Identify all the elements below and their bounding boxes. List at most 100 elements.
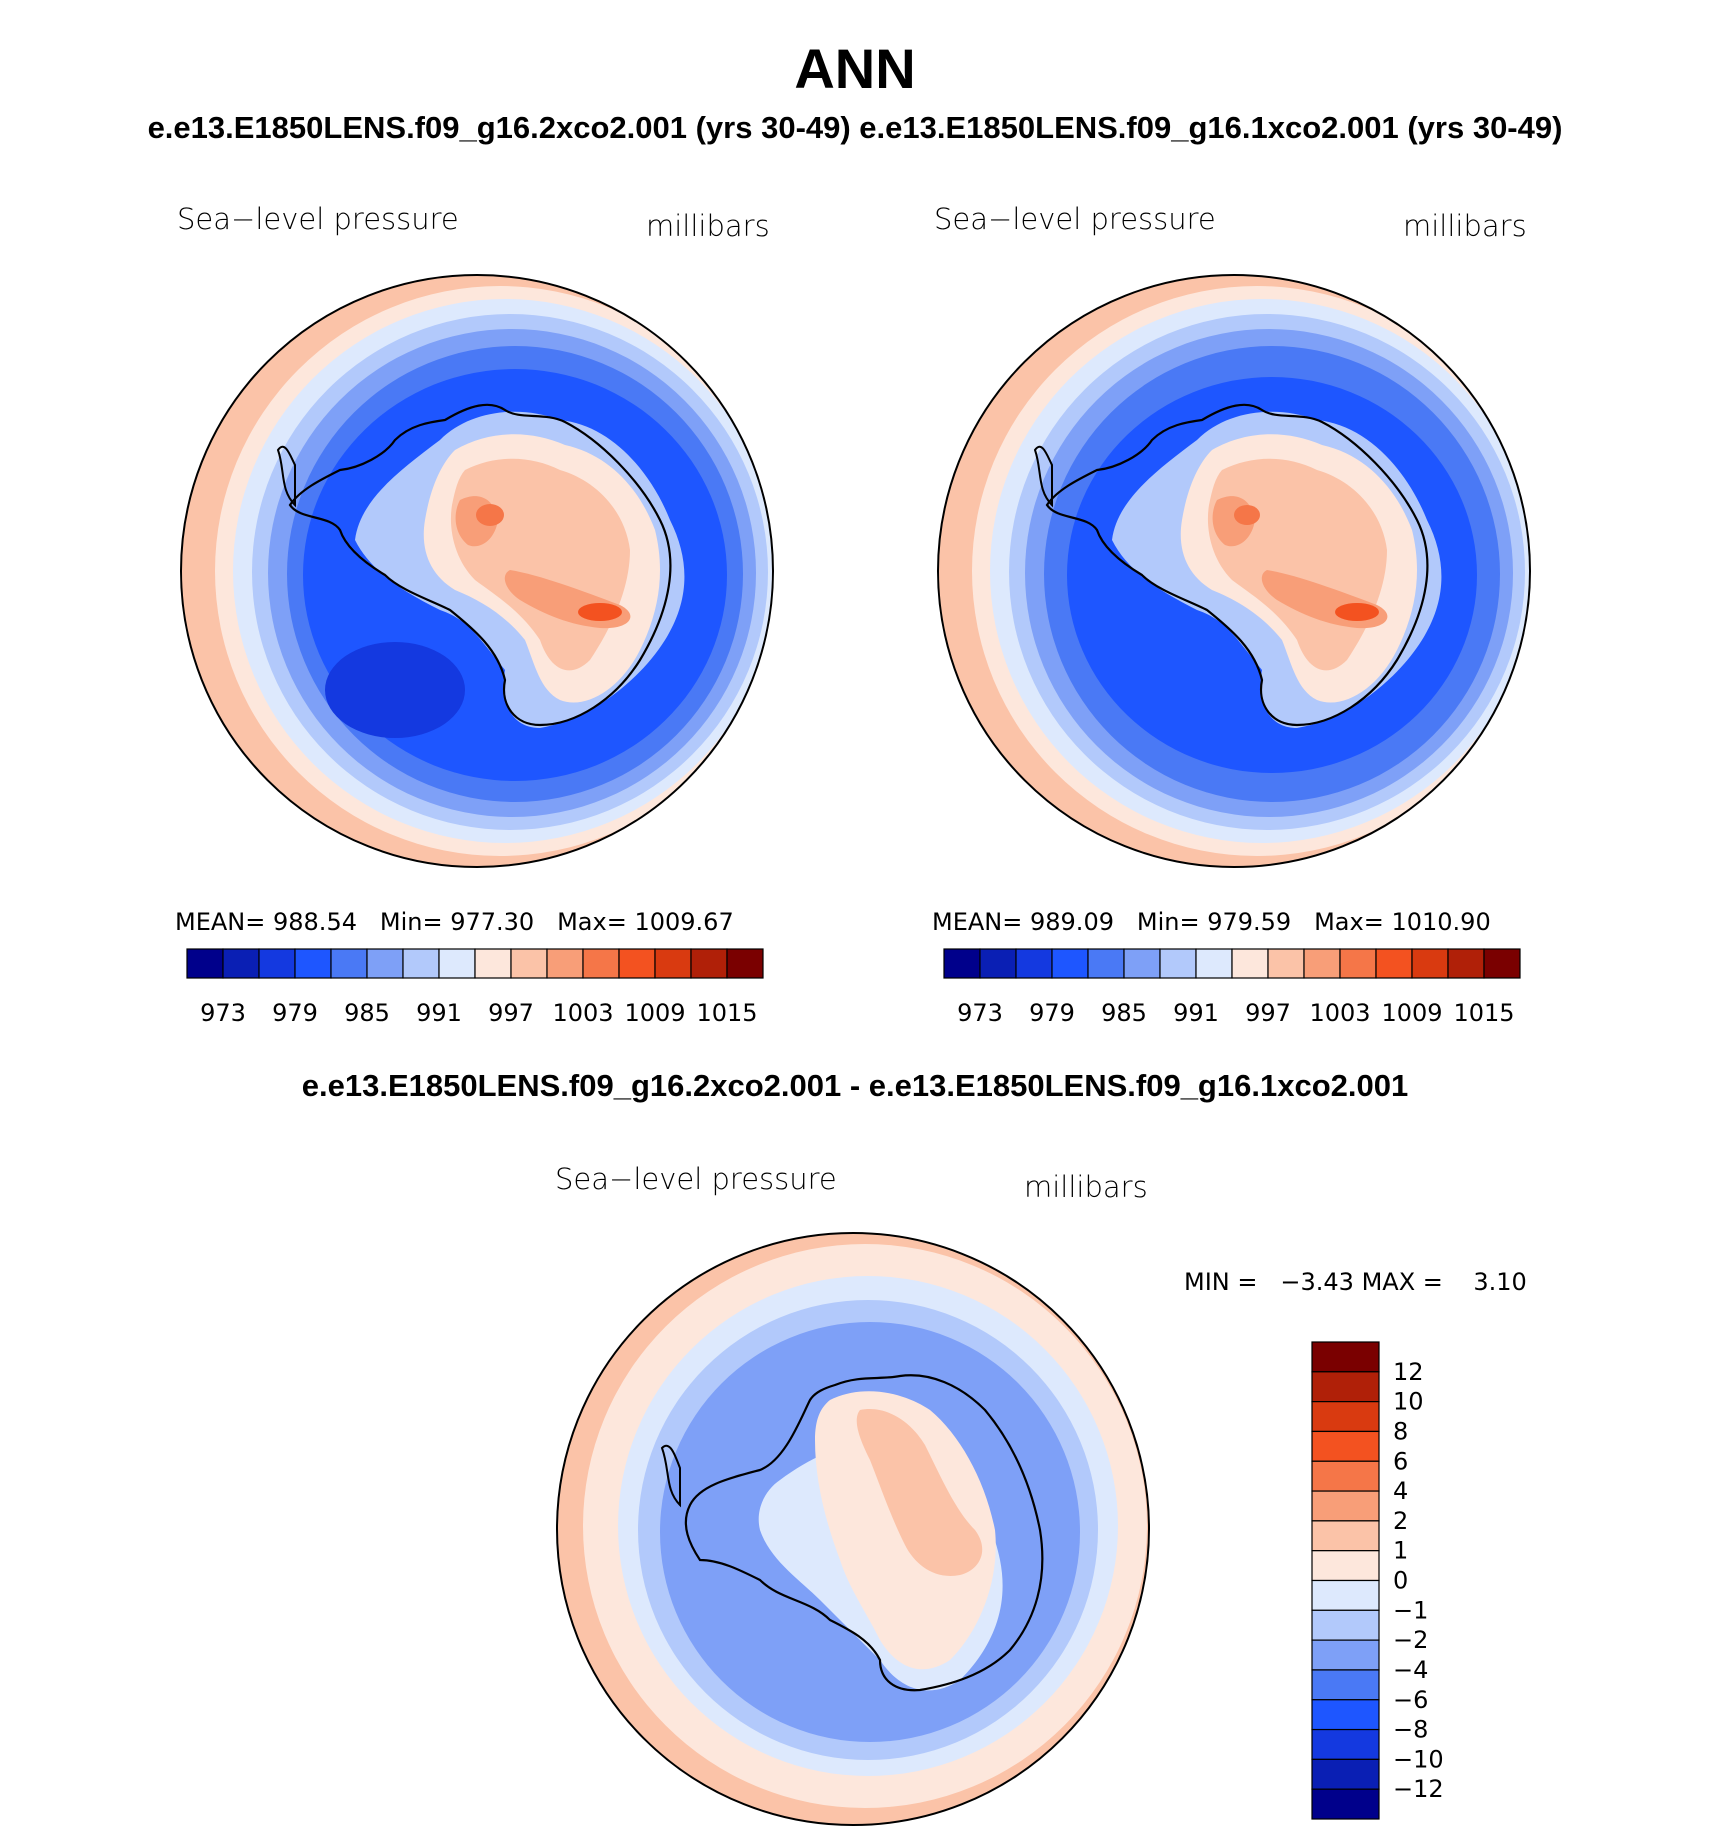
- colorbar-panel-1-swatch: [330, 948, 368, 979]
- colorbar-panel-1-tick-label: 1015: [696, 999, 757, 1027]
- panel-1-variable-label: Sea−level pressure: [177, 202, 459, 236]
- colorbar-panel-2-swatch: [1375, 948, 1413, 979]
- colorbar-panel-1-swatch: [474, 948, 512, 979]
- colorbar-panel-1-tick-label: 1009: [624, 999, 685, 1027]
- colorbar-difference-swatch: [1311, 1639, 1380, 1671]
- map-1-low-center: [325, 642, 465, 738]
- diff-max-label: MAX =: [1361, 1268, 1443, 1296]
- colorbar-panel-2: 973 979 985 991 997 1003 1009 1015: [943, 948, 1521, 1027]
- colorbar-difference-swatch: [1311, 1341, 1380, 1373]
- colorbar-difference-swatch: [1311, 1609, 1380, 1641]
- colorbar-panel-2-swatch: [1267, 948, 1305, 979]
- colorbar-difference-swatch: [1311, 1550, 1380, 1582]
- panel-2-mean-value: 989.09: [1030, 908, 1114, 936]
- colorbar-panel-2-swatch: [1051, 948, 1089, 979]
- diff-variable-label: Sea−level pressure: [555, 1162, 837, 1196]
- panel-1-max-value: 1009.67: [634, 908, 734, 936]
- panel-2-min-value: 979.59: [1207, 908, 1292, 936]
- diff-max-value: 3.10: [1473, 1268, 1527, 1296]
- colorbar-difference-tick-label: 2: [1393, 1507, 1408, 1535]
- colorbar-difference-tick-label: 4: [1393, 1477, 1408, 1505]
- colorbar-panel-1-swatch: [258, 948, 296, 979]
- map-2-border: [937, 274, 1531, 868]
- colorbar-difference-tick-label: −2: [1393, 1626, 1428, 1654]
- colorbar-panel-2-swatch: [1411, 948, 1449, 979]
- colorbar-difference-swatch: [1311, 1490, 1380, 1522]
- colorbar-panel-1-swatch: [402, 948, 440, 979]
- colorbar-panel-1-swatch: [186, 948, 224, 979]
- panel-2-stats: MEAN= 989.09 Min= 979.59 Max= 1010.90: [932, 908, 1491, 936]
- colorbar-panel-2-swatch: [1195, 948, 1233, 979]
- map-3-border: [556, 1232, 1150, 1826]
- panel-2-max-value: 1010.90: [1391, 908, 1491, 936]
- colorbar-panel-1-swatch: [510, 948, 548, 979]
- panel-1-mean-label: MEAN=: [175, 908, 266, 936]
- colorbar-difference-swatch: [1311, 1699, 1380, 1731]
- colorbar-panel-2-swatch: [1483, 948, 1521, 979]
- colorbar-panel-1-swatch: [582, 948, 620, 979]
- figure-title: ANN: [794, 37, 916, 100]
- panel-1-stats: MEAN= 988.54 Min= 977.30 Max= 1009.67: [175, 908, 734, 936]
- map-2-max-west: [1234, 505, 1260, 525]
- map-2-peninsula-coast: [1033, 445, 1053, 508]
- colorbar-panel-2-tick-label: 973: [957, 999, 1003, 1027]
- colorbar-panel-2-tick-label: 979: [1029, 999, 1075, 1027]
- colorbar-panel-1-tick-label: 979: [272, 999, 318, 1027]
- panel-1-units-label: millibars: [646, 209, 770, 243]
- diff-min-label: MIN =: [1184, 1268, 1258, 1296]
- panel-1-min-value: 977.30: [450, 908, 535, 936]
- colorbar-difference-tick-label: 12: [1393, 1358, 1424, 1386]
- colorbar-difference-tick-label: −4: [1393, 1656, 1428, 1684]
- colorbar-panel-1-tick-label: 991: [416, 999, 462, 1027]
- colorbar-panel-1-swatch: [690, 948, 728, 979]
- colorbar-panel-2-swatch: [1159, 948, 1197, 979]
- panel-1-mean-value: 988.54: [273, 908, 357, 936]
- map-3-peninsula-coast: [660, 1444, 681, 1508]
- colorbar-difference-tick-label: 6: [1393, 1447, 1408, 1475]
- panel-2-max-label: Max=: [1314, 908, 1384, 936]
- map-1-antarctica-coastline: [288, 403, 672, 727]
- panel-1-max-label: Max=: [557, 908, 627, 936]
- colorbar-difference-tick-label: −1: [1393, 1596, 1428, 1624]
- colorbar-panel-2-tick-label: 997: [1245, 999, 1291, 1027]
- colorbar-difference-swatch: [1311, 1728, 1380, 1760]
- panel-2-units-label: millibars: [1403, 209, 1527, 243]
- map-panel-1: [180, 274, 774, 868]
- colorbar-panel-2-swatch: [1087, 948, 1125, 979]
- colorbar-panel-2-swatch: [1303, 948, 1341, 979]
- colorbar-panel-2-tick-label: 1009: [1381, 999, 1442, 1027]
- colorbar-panel-1-swatch: [366, 948, 404, 979]
- colorbar-panel-2-tick-label: 1015: [1453, 999, 1514, 1027]
- map-2-antarctica-coastline: [1045, 403, 1429, 727]
- colorbar-panel-2-swatch: [1015, 948, 1053, 979]
- colorbar-panel-1-swatch: [726, 948, 764, 979]
- colorbar-difference-tick-label: −8: [1393, 1716, 1428, 1744]
- diff-stats: MIN = −3.43 MAX = 3.10: [1184, 1268, 1527, 1296]
- map-2-max-east: [1335, 603, 1379, 621]
- colorbar-panel-2-tick-label: 1003: [1309, 999, 1370, 1027]
- colorbar-panel-2-tick-label: 991: [1173, 999, 1219, 1027]
- map-1-max-west: [476, 504, 504, 526]
- colorbar-difference-swatch: [1311, 1788, 1380, 1820]
- colorbar-panel-1-swatch: [222, 948, 260, 979]
- colorbar-panel-1-swatch: [618, 948, 656, 979]
- colorbar-difference-swatch: [1311, 1430, 1380, 1462]
- colorbar-panel-2-swatch: [979, 948, 1017, 979]
- panel-2-min-label: Min=: [1136, 908, 1200, 936]
- map-panel-difference: [556, 1232, 1150, 1826]
- colorbar-panel-2-swatch: [1339, 948, 1377, 979]
- map-panel-2: [937, 274, 1531, 868]
- colorbar-panel-1-swatch: [546, 948, 584, 979]
- map-1-peninsula-coast: [276, 445, 296, 508]
- colorbar-difference-tick-label: 10: [1393, 1388, 1424, 1416]
- colorbar-panel-2-swatch: [1123, 948, 1161, 979]
- colorbar-panel-2-swatch: [943, 948, 981, 979]
- colorbar-panel-1-tick-label: 1003: [552, 999, 613, 1027]
- colorbar-panel-2-swatch: [1231, 948, 1269, 979]
- map-3-continent-max: [856, 1409, 983, 1576]
- panel-2-mean-label: MEAN=: [932, 908, 1023, 936]
- colorbar-panel-1-swatch: [438, 948, 476, 979]
- colorbar-panel-1-tick-label: 997: [488, 999, 534, 1027]
